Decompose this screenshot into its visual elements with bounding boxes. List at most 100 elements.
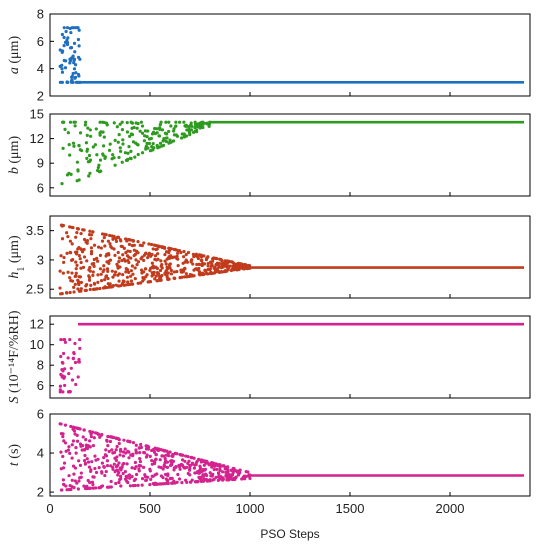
data-point-h1 <box>129 256 133 260</box>
data-point-h1 <box>154 274 158 278</box>
data-point-b <box>128 134 132 138</box>
panel-frame-a <box>49 13 531 97</box>
data-point-h1 <box>69 251 73 255</box>
data-point-t <box>137 469 141 473</box>
data-point-t <box>221 464 225 468</box>
data-point-t <box>104 448 108 452</box>
data-point-h1 <box>105 285 109 290</box>
data-point-h1 <box>161 245 165 249</box>
data-point-t <box>194 461 198 465</box>
data-point-t <box>154 482 158 486</box>
data-point-h1 <box>150 274 154 278</box>
data-point-t <box>77 459 81 463</box>
data-point-h1 <box>135 250 139 255</box>
data-point-h1 <box>79 231 83 236</box>
ylabel-S: S (10⁻¹⁴F/%RH) <box>7 310 22 403</box>
data-point-h1 <box>242 267 246 271</box>
data-point-h1 <box>151 264 155 268</box>
data-point-b <box>85 147 90 151</box>
data-point-a <box>73 26 78 30</box>
data-point-t <box>73 426 77 430</box>
data-point-t <box>144 455 149 459</box>
data-point-b <box>149 136 153 141</box>
data-point-t <box>221 478 225 482</box>
data-point-S <box>76 375 80 379</box>
data-point-h1 <box>59 292 63 296</box>
data-point-b <box>146 129 150 133</box>
data-point-t <box>150 448 154 453</box>
ylabel-b: b (μm) <box>7 136 22 175</box>
data-point-t <box>82 458 87 463</box>
data-point-h1 <box>246 265 250 269</box>
data-point-h1 <box>200 263 204 268</box>
data-point-t <box>210 461 214 466</box>
data-point-a <box>62 58 66 63</box>
data-point-h1 <box>77 246 81 250</box>
data-point-h1 <box>195 262 199 267</box>
data-point-b <box>126 151 130 155</box>
data-point-h1 <box>126 249 130 253</box>
data-point-a <box>60 80 64 84</box>
data-point-h1 <box>58 269 62 273</box>
data-point-b <box>161 143 166 147</box>
data-point-b <box>198 126 202 130</box>
data-point-t <box>165 465 170 469</box>
data-point-t <box>126 439 130 443</box>
data-point-t <box>164 453 168 457</box>
data-point-t <box>95 431 99 435</box>
data-point-b <box>120 160 124 164</box>
data-point-b <box>72 120 76 124</box>
data-point-t <box>221 470 225 474</box>
data-point-h1 <box>77 282 81 287</box>
data-point-h1 <box>76 227 80 231</box>
data-point-b <box>134 121 138 125</box>
data-point-t <box>67 445 71 449</box>
data-point-b <box>136 152 140 157</box>
data-point-t <box>73 466 78 470</box>
data-point-t <box>186 461 190 465</box>
data-point-t <box>110 448 114 452</box>
data-point-h1 <box>87 274 91 278</box>
panel-S: 6 8 10 12 S (10⁻¹⁴F/%RH) <box>7 310 531 404</box>
data-point-t <box>79 471 83 475</box>
data-point-b <box>182 120 186 124</box>
data-point-b <box>113 138 117 142</box>
panel-frame-b <box>49 113 531 197</box>
data-point-t <box>208 479 212 483</box>
data-point-h1 <box>220 261 224 265</box>
data-point-h1 <box>165 265 169 269</box>
data-point-t <box>138 451 142 455</box>
data-point-t <box>121 471 125 476</box>
data-point-h1 <box>84 288 88 292</box>
data-point-h1 <box>186 250 191 255</box>
data-point-t <box>66 448 70 452</box>
data-point-h1 <box>105 267 110 271</box>
data-point-t <box>119 474 123 478</box>
data-point-t <box>91 482 95 487</box>
data-point-S <box>73 360 78 365</box>
data-point-b <box>68 153 72 157</box>
data-point-t <box>162 463 166 468</box>
data-point-t <box>84 443 89 447</box>
data-point-t <box>100 461 104 465</box>
data-point-S <box>73 341 77 346</box>
data-point-h1 <box>110 234 114 238</box>
data-point-a <box>62 35 66 40</box>
data-point-h1 <box>172 276 177 280</box>
data-point-t <box>92 486 96 490</box>
data-point-h1 <box>74 274 78 278</box>
data-point-S <box>74 382 78 387</box>
data-point-t <box>170 461 174 466</box>
data-point-t <box>105 439 109 443</box>
data-point-b <box>121 138 125 142</box>
data-point-b <box>76 168 80 172</box>
data-point-b <box>150 148 154 152</box>
data-point-S <box>61 390 65 394</box>
data-point-h1 <box>139 257 143 261</box>
data-point-t <box>118 453 122 457</box>
data-point-t <box>188 463 192 468</box>
data-point-t <box>67 474 71 478</box>
data-point-t <box>89 435 93 439</box>
data-point-b <box>87 174 91 178</box>
data-point-h1 <box>200 259 204 263</box>
